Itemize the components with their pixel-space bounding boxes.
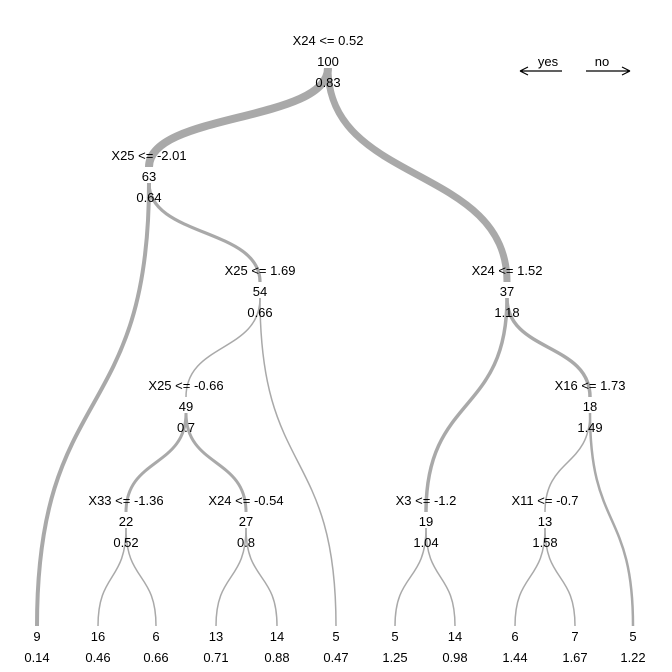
edge-n5-n6a	[124, 412, 188, 513]
edges	[35, 67, 635, 627]
leaf-count: 14	[270, 629, 284, 644]
node-count: 54	[253, 284, 267, 299]
node-count: 13	[538, 514, 552, 529]
edge-n6a-l3	[125, 527, 157, 627]
legend-no-label: no	[595, 54, 609, 69]
split-label: X25 <= -0.66	[148, 378, 223, 393]
node-value: 1.49	[577, 420, 602, 435]
edge-n8-n9	[544, 412, 591, 513]
node-count: 18	[583, 399, 597, 414]
leaf-value: 0.88	[264, 650, 289, 665]
leaf-count: 6	[152, 629, 159, 644]
split-label: X11 <= -0.7	[512, 493, 579, 508]
leaf-value: 1.25	[382, 650, 407, 665]
node-value: 0.64	[136, 190, 161, 205]
node-count: 37	[500, 284, 514, 299]
edge-n6b-l4	[215, 527, 247, 627]
split-label: X25 <= 1.69	[225, 263, 296, 278]
edge-n3-n8	[505, 297, 592, 398]
leaf-count: 5	[391, 629, 398, 644]
leaf-count: 6	[511, 629, 518, 644]
leaf-value: 0.71	[203, 650, 228, 665]
node-count: 27	[239, 514, 253, 529]
leaf-count: 16	[91, 629, 105, 644]
node-count: 100	[317, 54, 339, 69]
node-count: 63	[142, 169, 156, 184]
leaf-value: 0.46	[85, 650, 110, 665]
leaf-count: 5	[332, 629, 339, 644]
edge-n6a-l2	[97, 527, 127, 627]
split-label: X3 <= -1.2	[396, 493, 457, 508]
node-labels: X24 <= 0.52 100 0.83 X25 <= -2.01 63 0.64 X24 …	[24, 33, 645, 665]
edge-n3-n7	[424, 297, 509, 513]
edge-n2-l1	[35, 182, 151, 627]
leaf-value: 0.47	[323, 650, 348, 665]
node-count: 49	[179, 399, 193, 414]
node-value: 0.8	[237, 535, 255, 550]
edge-n4-l6	[259, 297, 337, 627]
split-label: X25 <= -2.01	[111, 148, 186, 163]
leaf-count: 14	[448, 629, 462, 644]
node-count: 19	[419, 514, 433, 529]
node-value: 0.52	[113, 535, 138, 550]
leaf-value: 1.67	[562, 650, 587, 665]
edge-n2-n4	[147, 182, 262, 283]
edge-n1-n3	[324, 67, 511, 283]
split-label: X24 <= 0.52	[293, 33, 364, 48]
leaf-value: 1.44	[502, 650, 527, 665]
leaf-count: 5	[629, 629, 636, 644]
leaf-value: 0.66	[143, 650, 168, 665]
node-value: 1.18	[494, 305, 519, 320]
edge-n9-l10	[544, 527, 576, 627]
edge-n7-l7	[394, 527, 427, 627]
leaf-count: 7	[571, 629, 578, 644]
leaf-value: 0.14	[24, 650, 49, 665]
edge-n9-l9	[514, 527, 546, 627]
edge-n8-l11	[588, 412, 635, 627]
split-label: X16 <= 1.73	[555, 378, 626, 393]
node-value: 0.83	[315, 75, 340, 90]
leaf-count: 13	[209, 629, 223, 644]
split-label: X24 <= -0.54	[208, 493, 283, 508]
node-value: 0.66	[247, 305, 272, 320]
node-value: 0.7	[177, 420, 195, 435]
legend-yes-label: yes	[538, 54, 559, 69]
edge-n6b-l5	[245, 527, 278, 627]
node-count: 22	[119, 514, 133, 529]
split-label: X33 <= -1.36	[88, 493, 163, 508]
edge-n1-n2	[145, 67, 332, 168]
leaf-value: 1.22	[620, 650, 645, 665]
leaf-value: 0.98	[442, 650, 467, 665]
arrow-right-icon	[586, 66, 631, 76]
node-value: 1.58	[532, 535, 557, 550]
arrow-left-icon	[519, 66, 562, 76]
node-value: 1.04	[413, 535, 438, 550]
leaf-count: 9	[33, 629, 40, 644]
edge-n7-l8	[425, 527, 456, 627]
edge-n4-n5	[185, 297, 261, 398]
legend: yes no	[519, 54, 631, 76]
edge-n5-n6b	[184, 412, 248, 513]
split-label: X24 <= 1.52	[472, 263, 543, 278]
